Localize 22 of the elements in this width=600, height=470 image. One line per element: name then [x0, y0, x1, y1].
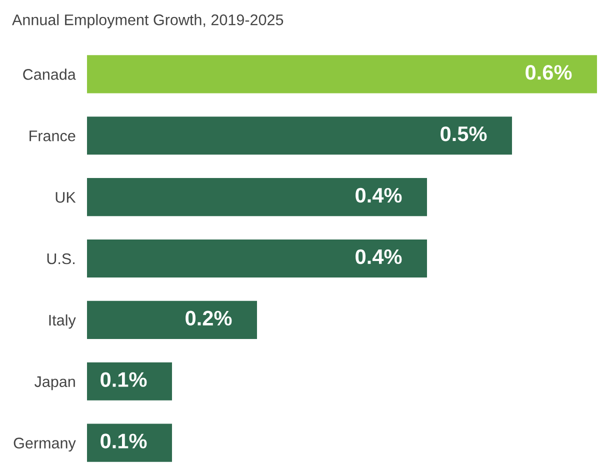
- y-tick-label: Italy: [49, 314, 76, 329]
- data-label: 0.1%: [100, 372, 147, 387]
- bar: [87, 116, 512, 155]
- y-tick-label: Canada: [23, 68, 76, 80]
- data-label: 0.1%: [100, 434, 147, 448]
- bar: [87, 178, 427, 216]
- bar: [87, 300, 257, 339]
- data-label: 0.5%: [440, 126, 487, 142]
- bar: [87, 424, 172, 462]
- data-label: 0.4%: [356, 188, 402, 203]
- bar: [87, 239, 427, 278]
- y-tick-label: France: [30, 130, 76, 142]
- data-label: 0.4%: [356, 249, 402, 264]
- data-label: 0.2%: [186, 310, 232, 326]
- bar: [87, 55, 597, 94]
- y-tick-label: U.S.: [47, 253, 74, 264]
- y-tick-label: UK: [56, 192, 76, 203]
- y-tick-label: Germany: [14, 438, 76, 452]
- y-tick-label: Japan: [34, 376, 75, 390]
- data-label: 0.6%: [526, 65, 572, 80]
- bar: [87, 362, 172, 400]
- chart-title: Annual Employment Growth, 2019-2025: [12, 14, 284, 28]
